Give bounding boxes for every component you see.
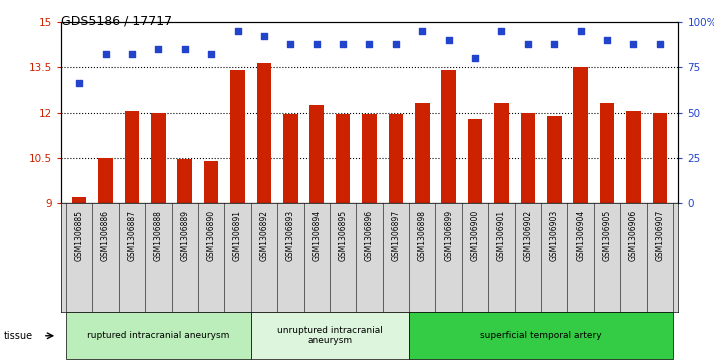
- Text: GSM1306885: GSM1306885: [75, 210, 84, 261]
- Bar: [600, 103, 614, 203]
- Point: [126, 52, 138, 57]
- Bar: [231, 70, 245, 203]
- Text: GSM1306899: GSM1306899: [444, 210, 453, 261]
- Bar: [283, 114, 298, 203]
- Bar: [547, 115, 561, 203]
- Text: GDS5186 / 17717: GDS5186 / 17717: [61, 15, 172, 28]
- Bar: [256, 63, 271, 203]
- Point: [416, 28, 428, 34]
- Text: GSM1306895: GSM1306895: [338, 210, 348, 261]
- Point: [285, 41, 296, 46]
- Text: tissue: tissue: [4, 331, 33, 341]
- Text: unruptured intracranial
aneurysm: unruptured intracranial aneurysm: [277, 326, 383, 346]
- Bar: [494, 103, 508, 203]
- Point: [601, 37, 613, 43]
- Bar: [573, 67, 588, 203]
- Point: [548, 41, 560, 46]
- Text: GSM1306893: GSM1306893: [286, 210, 295, 261]
- Text: GSM1306902: GSM1306902: [523, 210, 533, 261]
- Point: [311, 41, 323, 46]
- Text: GSM1306900: GSM1306900: [471, 210, 480, 261]
- Bar: [72, 197, 86, 203]
- Text: GSM1306892: GSM1306892: [259, 210, 268, 261]
- Point: [206, 52, 217, 57]
- Text: GSM1306907: GSM1306907: [655, 210, 664, 261]
- Text: GSM1306886: GSM1306886: [101, 210, 110, 261]
- Bar: [362, 114, 377, 203]
- Text: GSM1306894: GSM1306894: [312, 210, 321, 261]
- Text: GSM1306905: GSM1306905: [603, 210, 611, 261]
- Bar: [99, 158, 113, 203]
- Text: GSM1306890: GSM1306890: [206, 210, 216, 261]
- Point: [179, 46, 191, 52]
- Bar: [388, 114, 403, 203]
- Text: GSM1306891: GSM1306891: [233, 210, 242, 261]
- Point: [654, 41, 665, 46]
- Point: [153, 46, 164, 52]
- Text: GSM1306898: GSM1306898: [418, 210, 427, 261]
- Point: [338, 41, 349, 46]
- Text: GSM1306888: GSM1306888: [154, 210, 163, 261]
- Text: GSM1306904: GSM1306904: [576, 210, 585, 261]
- Point: [496, 28, 507, 34]
- Bar: [441, 70, 456, 203]
- Point: [100, 52, 111, 57]
- Bar: [415, 103, 430, 203]
- Point: [390, 41, 401, 46]
- Text: superficial temporal artery: superficial temporal artery: [481, 331, 602, 340]
- Bar: [204, 161, 218, 203]
- Text: GSM1306887: GSM1306887: [128, 210, 136, 261]
- Text: GSM1306897: GSM1306897: [391, 210, 401, 261]
- Text: GSM1306903: GSM1306903: [550, 210, 559, 261]
- Point: [443, 37, 454, 43]
- Bar: [626, 111, 640, 203]
- Point: [628, 41, 639, 46]
- Point: [522, 41, 533, 46]
- Point: [363, 41, 375, 46]
- Point: [232, 28, 243, 34]
- Bar: [336, 114, 351, 203]
- Text: GSM1306906: GSM1306906: [629, 210, 638, 261]
- Point: [469, 55, 481, 61]
- Point: [258, 33, 270, 39]
- Bar: [521, 113, 535, 203]
- Bar: [309, 105, 324, 203]
- Text: ruptured intracranial aneurysm: ruptured intracranial aneurysm: [87, 331, 229, 340]
- Bar: [151, 113, 166, 203]
- Text: GSM1306896: GSM1306896: [365, 210, 374, 261]
- Bar: [125, 111, 139, 203]
- Bar: [653, 113, 667, 203]
- Bar: [468, 119, 483, 203]
- Text: GSM1306901: GSM1306901: [497, 210, 506, 261]
- Bar: [178, 159, 192, 203]
- Point: [575, 28, 586, 34]
- Text: GSM1306889: GSM1306889: [180, 210, 189, 261]
- Point: [74, 81, 85, 86]
